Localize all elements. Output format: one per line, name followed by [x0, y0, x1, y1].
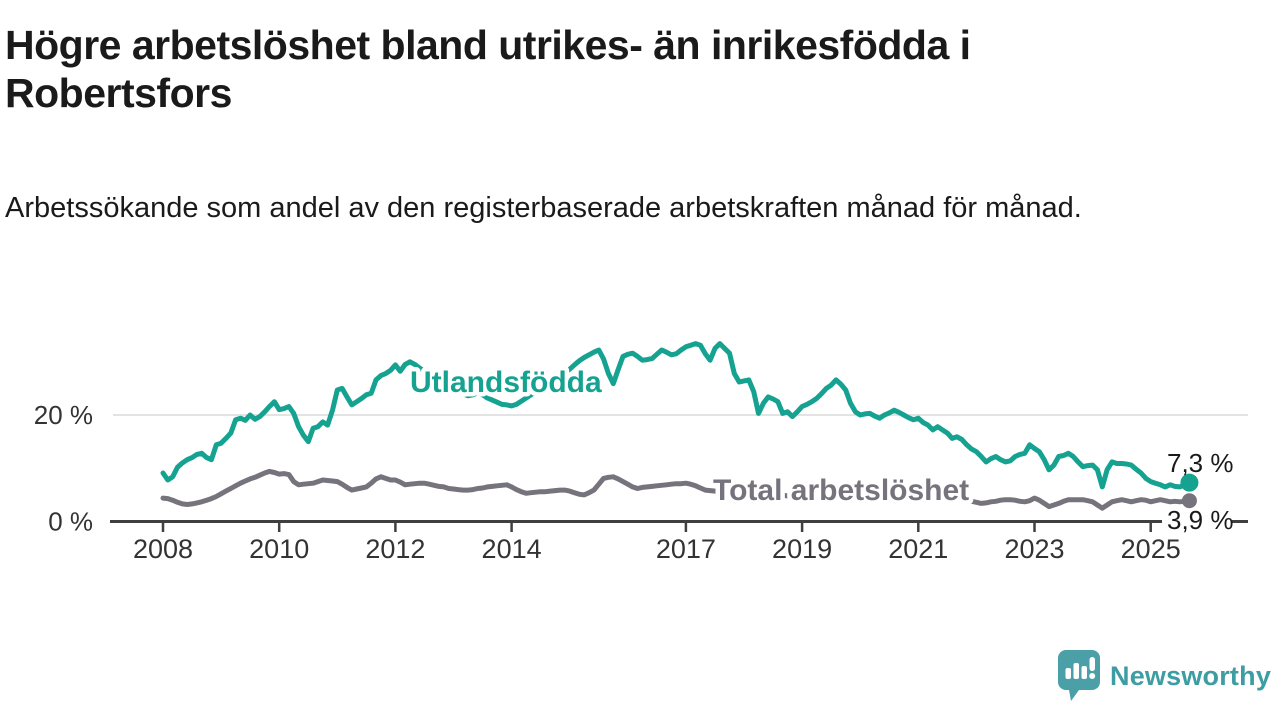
newsworthy-logo-text: Newsworthy — [1110, 660, 1272, 691]
x-axis-label-2023: 2023 — [1004, 534, 1064, 564]
series-label-utlandsfodda: Utlandsfödda — [410, 366, 602, 399]
newsworthy-logo: Newsworthy — [1058, 650, 1271, 702]
chart-subtitle: Arbetssökande som andel av den registerb… — [5, 192, 1082, 224]
end-dot-total — [1181, 493, 1197, 509]
end-dot-utlandsfodda — [1180, 473, 1199, 492]
newsworthy-logo-icon — [1058, 650, 1100, 701]
x-axis-label-2012: 2012 — [365, 534, 425, 564]
line-chart: 0 % 20 % 2008 2010 2012 2014 2017 2019 2021 2023 2… — [34, 341, 1248, 564]
x-axis-label-2021: 2021 — [888, 534, 948, 564]
y-axis-label-20: 20 % — [34, 400, 93, 430]
series-line-total — [160, 468, 1192, 511]
end-value-total: 3,9 % — [1167, 505, 1234, 535]
x-axis-label-2014: 2014 — [482, 534, 542, 564]
series-line-utlandsfodda — [160, 341, 1192, 490]
chart-title: Högre arbetslöshet bland utrikes- än inr… — [5, 22, 971, 116]
end-value-utlandsfodda: 7,3 % — [1167, 448, 1234, 478]
x-axis-label-2008: 2008 — [133, 534, 193, 564]
x-axis-label-2017: 2017 — [656, 534, 716, 564]
x-axis-label-2019: 2019 — [772, 534, 832, 564]
x-axis-label-2025: 2025 — [1121, 534, 1181, 564]
end-label-total-bg — [1162, 509, 1232, 535]
x-axis-label-2010: 2010 — [249, 534, 309, 564]
y-axis-label-0: 0 % — [48, 507, 93, 537]
series-label-total: Total arbetslöshet — [713, 474, 969, 507]
